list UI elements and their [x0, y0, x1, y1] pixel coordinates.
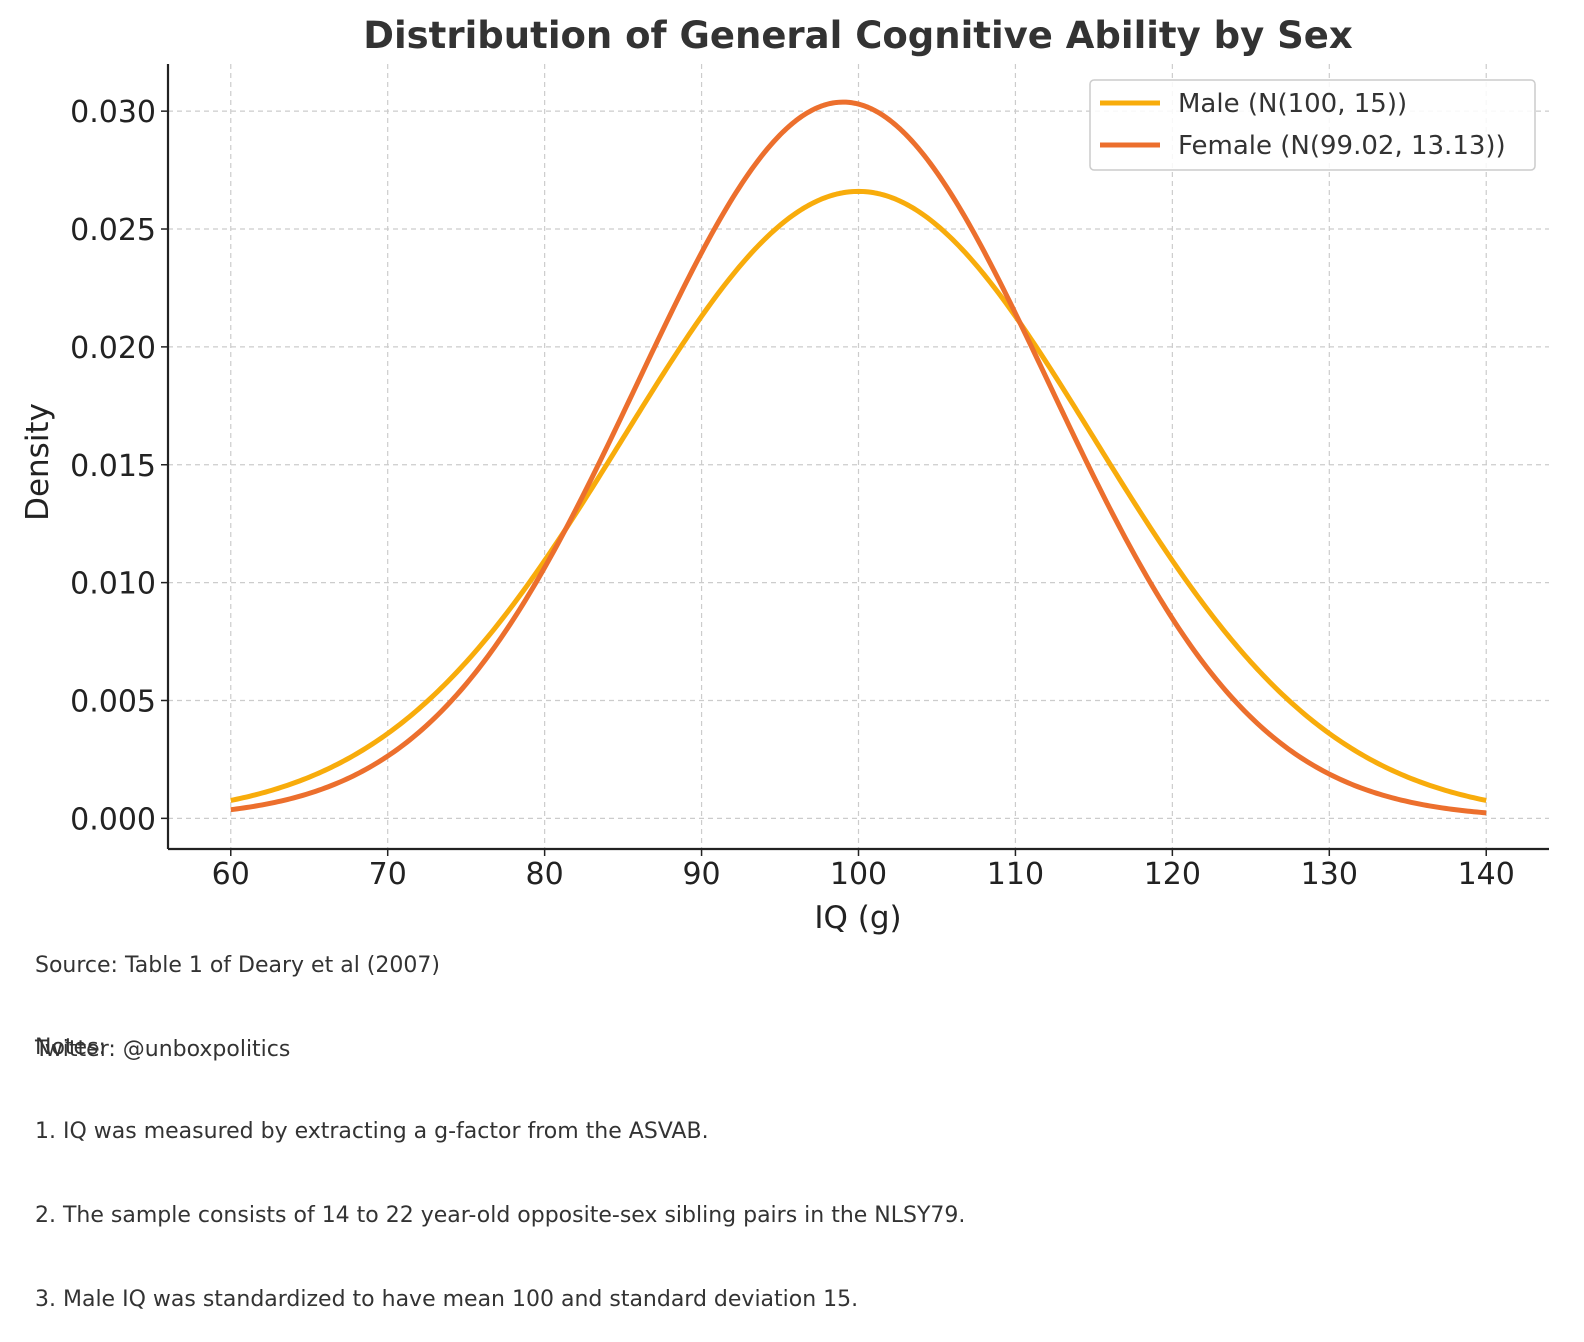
- note-item: 2. The sample consists of 14 to 22 year-…: [35, 1203, 966, 1228]
- x-tick-label: 70: [369, 857, 407, 892]
- x-tick-label: 130: [1301, 857, 1358, 892]
- y-tick-label: 0.030: [70, 95, 156, 130]
- y-axis-label: Density: [20, 403, 56, 521]
- y-tick-label: 0.015: [70, 449, 156, 484]
- x-tick-label: 100: [830, 857, 887, 892]
- chart-title: Distribution of General Cognitive Abilit…: [363, 14, 1353, 57]
- x-tick-label: 140: [1458, 857, 1515, 892]
- y-tick-label: 0.010: [70, 567, 156, 602]
- chart: 60 70 80 90 100 110 120 130 140 0.000 0.005 0.010 0.…: [20, 14, 1549, 936]
- legend-box: [1089, 79, 1536, 171]
- y-tick-label: 0.000: [70, 802, 156, 837]
- x-tick-label: 60: [212, 857, 250, 892]
- ticks: 60 70 80 90 100 110 120 130 140 0.000 0.005 0.010 0.…: [70, 95, 1515, 892]
- note-item: 1. IQ was measured by extracting a g-fac…: [35, 1119, 709, 1144]
- notes-heading: Notes:: [35, 1035, 106, 1060]
- notes-block: Notes: 1. IQ was measured by extracting …: [35, 978, 965, 1342]
- legend: Male (N(100, 15)) Female (N(99.02, 13.13…: [1089, 79, 1536, 171]
- y-tick-label: 0.025: [70, 213, 156, 248]
- x-axis-label: IQ (g): [814, 900, 901, 936]
- legend-label-male: Male (N(100, 15)): [1178, 89, 1407, 119]
- x-tick-label: 120: [1144, 857, 1201, 892]
- series-line-female: [230, 99, 1487, 816]
- legend-label-female: Female (N(99.02, 13.13)): [1178, 131, 1506, 161]
- y-tick-label: 0.005: [70, 684, 156, 719]
- twitter-handle: Twitter: @unboxpolitics: [35, 1037, 291, 1062]
- series-line-male: [230, 188, 1487, 803]
- y-tick-label: 0.020: [70, 331, 156, 366]
- grid: [168, 64, 1549, 849]
- x-tick-label: 110: [987, 857, 1044, 892]
- note-item: 3. Male IQ was standardized to have mean…: [35, 1287, 859, 1312]
- source-text: Source: Table 1 of Deary et al (2007): [35, 953, 440, 978]
- x-tick-label: 90: [682, 857, 720, 892]
- x-tick-label: 80: [526, 857, 564, 892]
- source-note: Source: Table 1 of Deary et al (2007) Tw…: [35, 896, 440, 1092]
- series: [230, 99, 1487, 816]
